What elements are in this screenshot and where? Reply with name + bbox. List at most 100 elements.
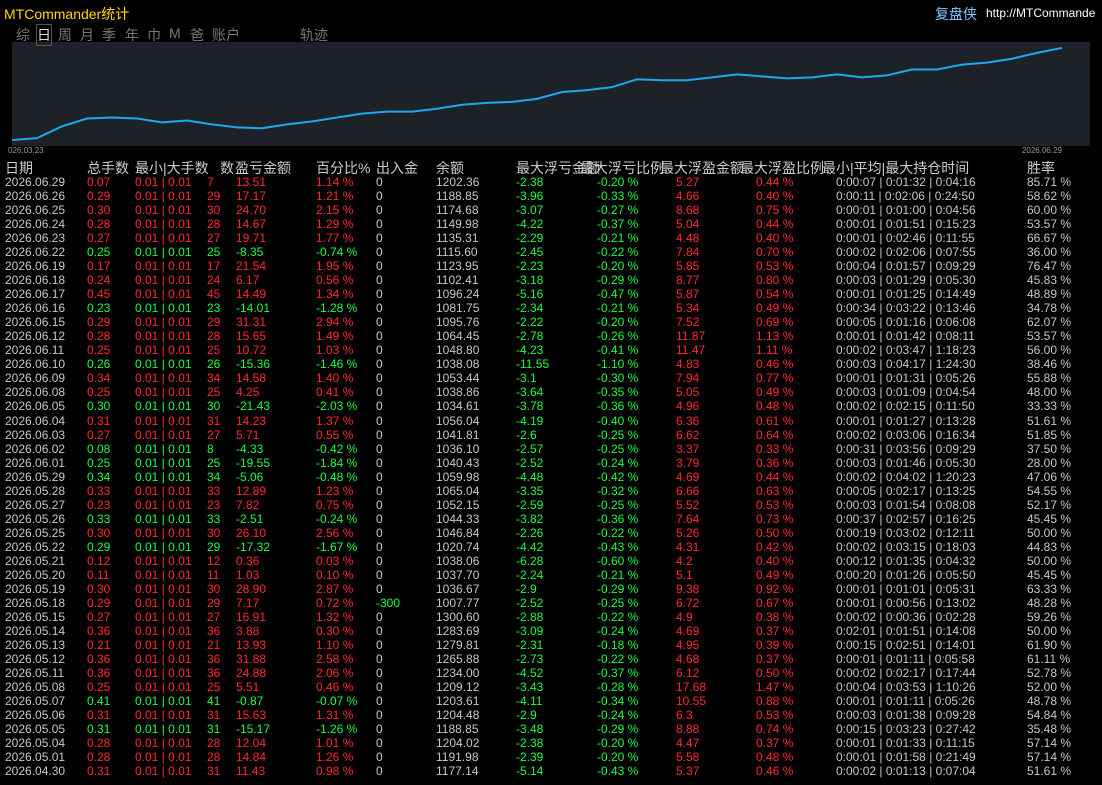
tab[interactable]: 日 <box>36 24 52 46</box>
table-cell: 0.77 % <box>756 371 794 386</box>
table-cell: 1041.81 <box>436 427 480 442</box>
table-cell: 1.10 % <box>316 637 354 652</box>
table-cell: 0 <box>376 343 383 358</box>
tab[interactable]: 账户 <box>212 27 240 43</box>
tab[interactable]: 爸 <box>190 27 204 43</box>
table-cell: 0 <box>376 539 383 554</box>
table-cell: 8.68 <box>676 203 700 218</box>
table-cell: 0.36 <box>236 553 260 568</box>
table-cell: 0:00:05 | 0:02:17 | 0:13:25 <box>836 483 976 498</box>
table-cell: 0.01 | 0.01 <box>135 680 192 695</box>
table-cell: 5.58 <box>676 750 700 765</box>
table-cell: 2026.06.10 <box>5 357 66 372</box>
table-cell: 2026.06.25 <box>5 203 66 218</box>
table-cell: 0:00:01 | 0:01:11 | 0:05:26 <box>836 694 975 709</box>
table-cell: 1.03 % <box>316 343 354 358</box>
table-cell: -0.47 % <box>597 287 639 302</box>
table-cell: -2.9 <box>516 708 537 723</box>
table-cell: -0.41 % <box>597 343 639 358</box>
table-cell: -2.6 <box>516 427 537 442</box>
table-cell: 0:00:01 | 0:00:56 | 0:13:02 <box>836 595 976 610</box>
table-cell: -0.29 % <box>597 722 639 737</box>
table-cell: -2.26 <box>516 525 544 540</box>
table-cell: 0:00:05 | 0:01:16 | 0:06:08 <box>836 315 976 330</box>
table-cell: 52.78 % <box>1027 666 1072 681</box>
table-cell: 0.01 | 0.01 <box>135 567 192 582</box>
column-header: 总手数 <box>87 160 129 176</box>
table-cell: 50.00 % <box>1027 553 1072 568</box>
table-cell: 0:00:01 | 0:02:46 | 0:11:55 <box>836 231 975 246</box>
column-header: 最小|平均|最大持仓时间 <box>822 160 970 176</box>
table-cell: 0.41 <box>87 694 111 709</box>
table-cell: 0.01 | 0.01 <box>135 329 192 344</box>
table-cell: 24.88 <box>236 666 267 681</box>
table-cell: 0 <box>376 511 383 526</box>
table-cell: 8 <box>207 441 214 456</box>
table-cell: 0.69 % <box>756 315 794 330</box>
table-cell: 2.94 % <box>316 315 354 330</box>
table-cell: 1038.06 <box>436 553 480 568</box>
table-cell: 2026.06.22 <box>5 245 66 260</box>
table-cell: -3.48 <box>516 722 544 737</box>
table-cell: 41 <box>207 694 221 709</box>
table-cell: 0:00:31 | 0:03:56 | 0:09:29 <box>836 441 976 456</box>
tab[interactable]: 轨迹 <box>300 27 328 43</box>
url[interactable]: http://MTCommande <box>986 6 1096 20</box>
table-cell: -0.27 % <box>597 203 639 218</box>
tab[interactable]: 周 <box>58 27 72 43</box>
table-cell: 0:00:19 | 0:03:02 | 0:12:11 <box>836 525 975 540</box>
table-cell: 0.48 % <box>756 399 794 414</box>
table-cell: 0 <box>376 287 383 302</box>
table-cell: 2026.06.04 <box>5 413 66 428</box>
table-cell: -0.24 % <box>597 708 639 723</box>
table-cell: 0.33 <box>87 511 111 526</box>
table-cell: -1.26 % <box>316 722 358 737</box>
tab[interactable]: 季 <box>102 27 116 43</box>
table-cell: 1056.04 <box>436 413 480 428</box>
table-cell: 33 <box>207 511 221 526</box>
table-cell: 9.38 <box>676 581 700 596</box>
tab[interactable]: M <box>169 25 181 41</box>
table-cell: 0:00:02 | 0:02:17 | 0:17:44 <box>836 666 976 681</box>
table-cell: 0.01 | 0.01 <box>135 343 192 358</box>
table-cell: 7.17 <box>236 595 260 610</box>
table-cell: 1102.41 <box>436 273 479 288</box>
tab[interactable]: 月 <box>80 27 94 43</box>
table-cell: 30 <box>207 581 221 596</box>
table-cell: 0.26 <box>87 357 111 372</box>
table-cell: 29 <box>207 595 221 610</box>
table-cell: 1203.61 <box>436 694 480 709</box>
table-cell: 0.31 <box>87 764 111 779</box>
table-cell: -3.78 <box>516 399 544 414</box>
table-cell: 0:00:12 | 0:01:35 | 0:04:32 <box>836 553 976 568</box>
table-cell: 24 <box>207 273 221 288</box>
table-cell: 4.96 <box>676 399 700 414</box>
table-cell: -0.43 % <box>597 539 639 554</box>
table-cell: 0.33 % <box>756 441 794 456</box>
table-cell: 2.15 % <box>316 203 354 218</box>
table-cell: 8.77 <box>676 273 700 288</box>
table-cell: 0.36 <box>87 666 111 681</box>
table-cell: -2.52 <box>516 455 544 470</box>
table-cell: 0.17 <box>87 259 111 274</box>
table-cell: 1.37 % <box>316 413 354 428</box>
table-cell: 0.28 <box>87 329 111 344</box>
tab[interactable]: 巾 <box>147 27 161 43</box>
table-cell: -2.78 <box>516 329 544 344</box>
table-cell: -19.55 <box>236 455 271 470</box>
table-cell: 60.00 % <box>1027 203 1072 218</box>
table-cell: 1.32 % <box>316 609 354 624</box>
table-cell: 0 <box>376 666 383 681</box>
table-cell: 0.01 | 0.01 <box>135 623 192 638</box>
table-cell: 1095.76 <box>436 315 480 330</box>
table-cell: -0.18 % <box>597 637 639 652</box>
table-cell: 0:00:15 | 0:02:51 | 0:14:01 <box>836 637 976 652</box>
table-cell: 0.01 | 0.01 <box>135 553 192 568</box>
table-cell: 0:00:15 | 0:03:23 | 0:27:42 <box>836 722 976 737</box>
table-cell: 0.44 % <box>756 217 794 232</box>
tab[interactable]: 年 <box>125 27 139 43</box>
tab[interactable]: 综 <box>16 27 30 43</box>
table-cell: 2.58 % <box>316 652 354 667</box>
table-cell: -0.24 % <box>597 455 639 470</box>
